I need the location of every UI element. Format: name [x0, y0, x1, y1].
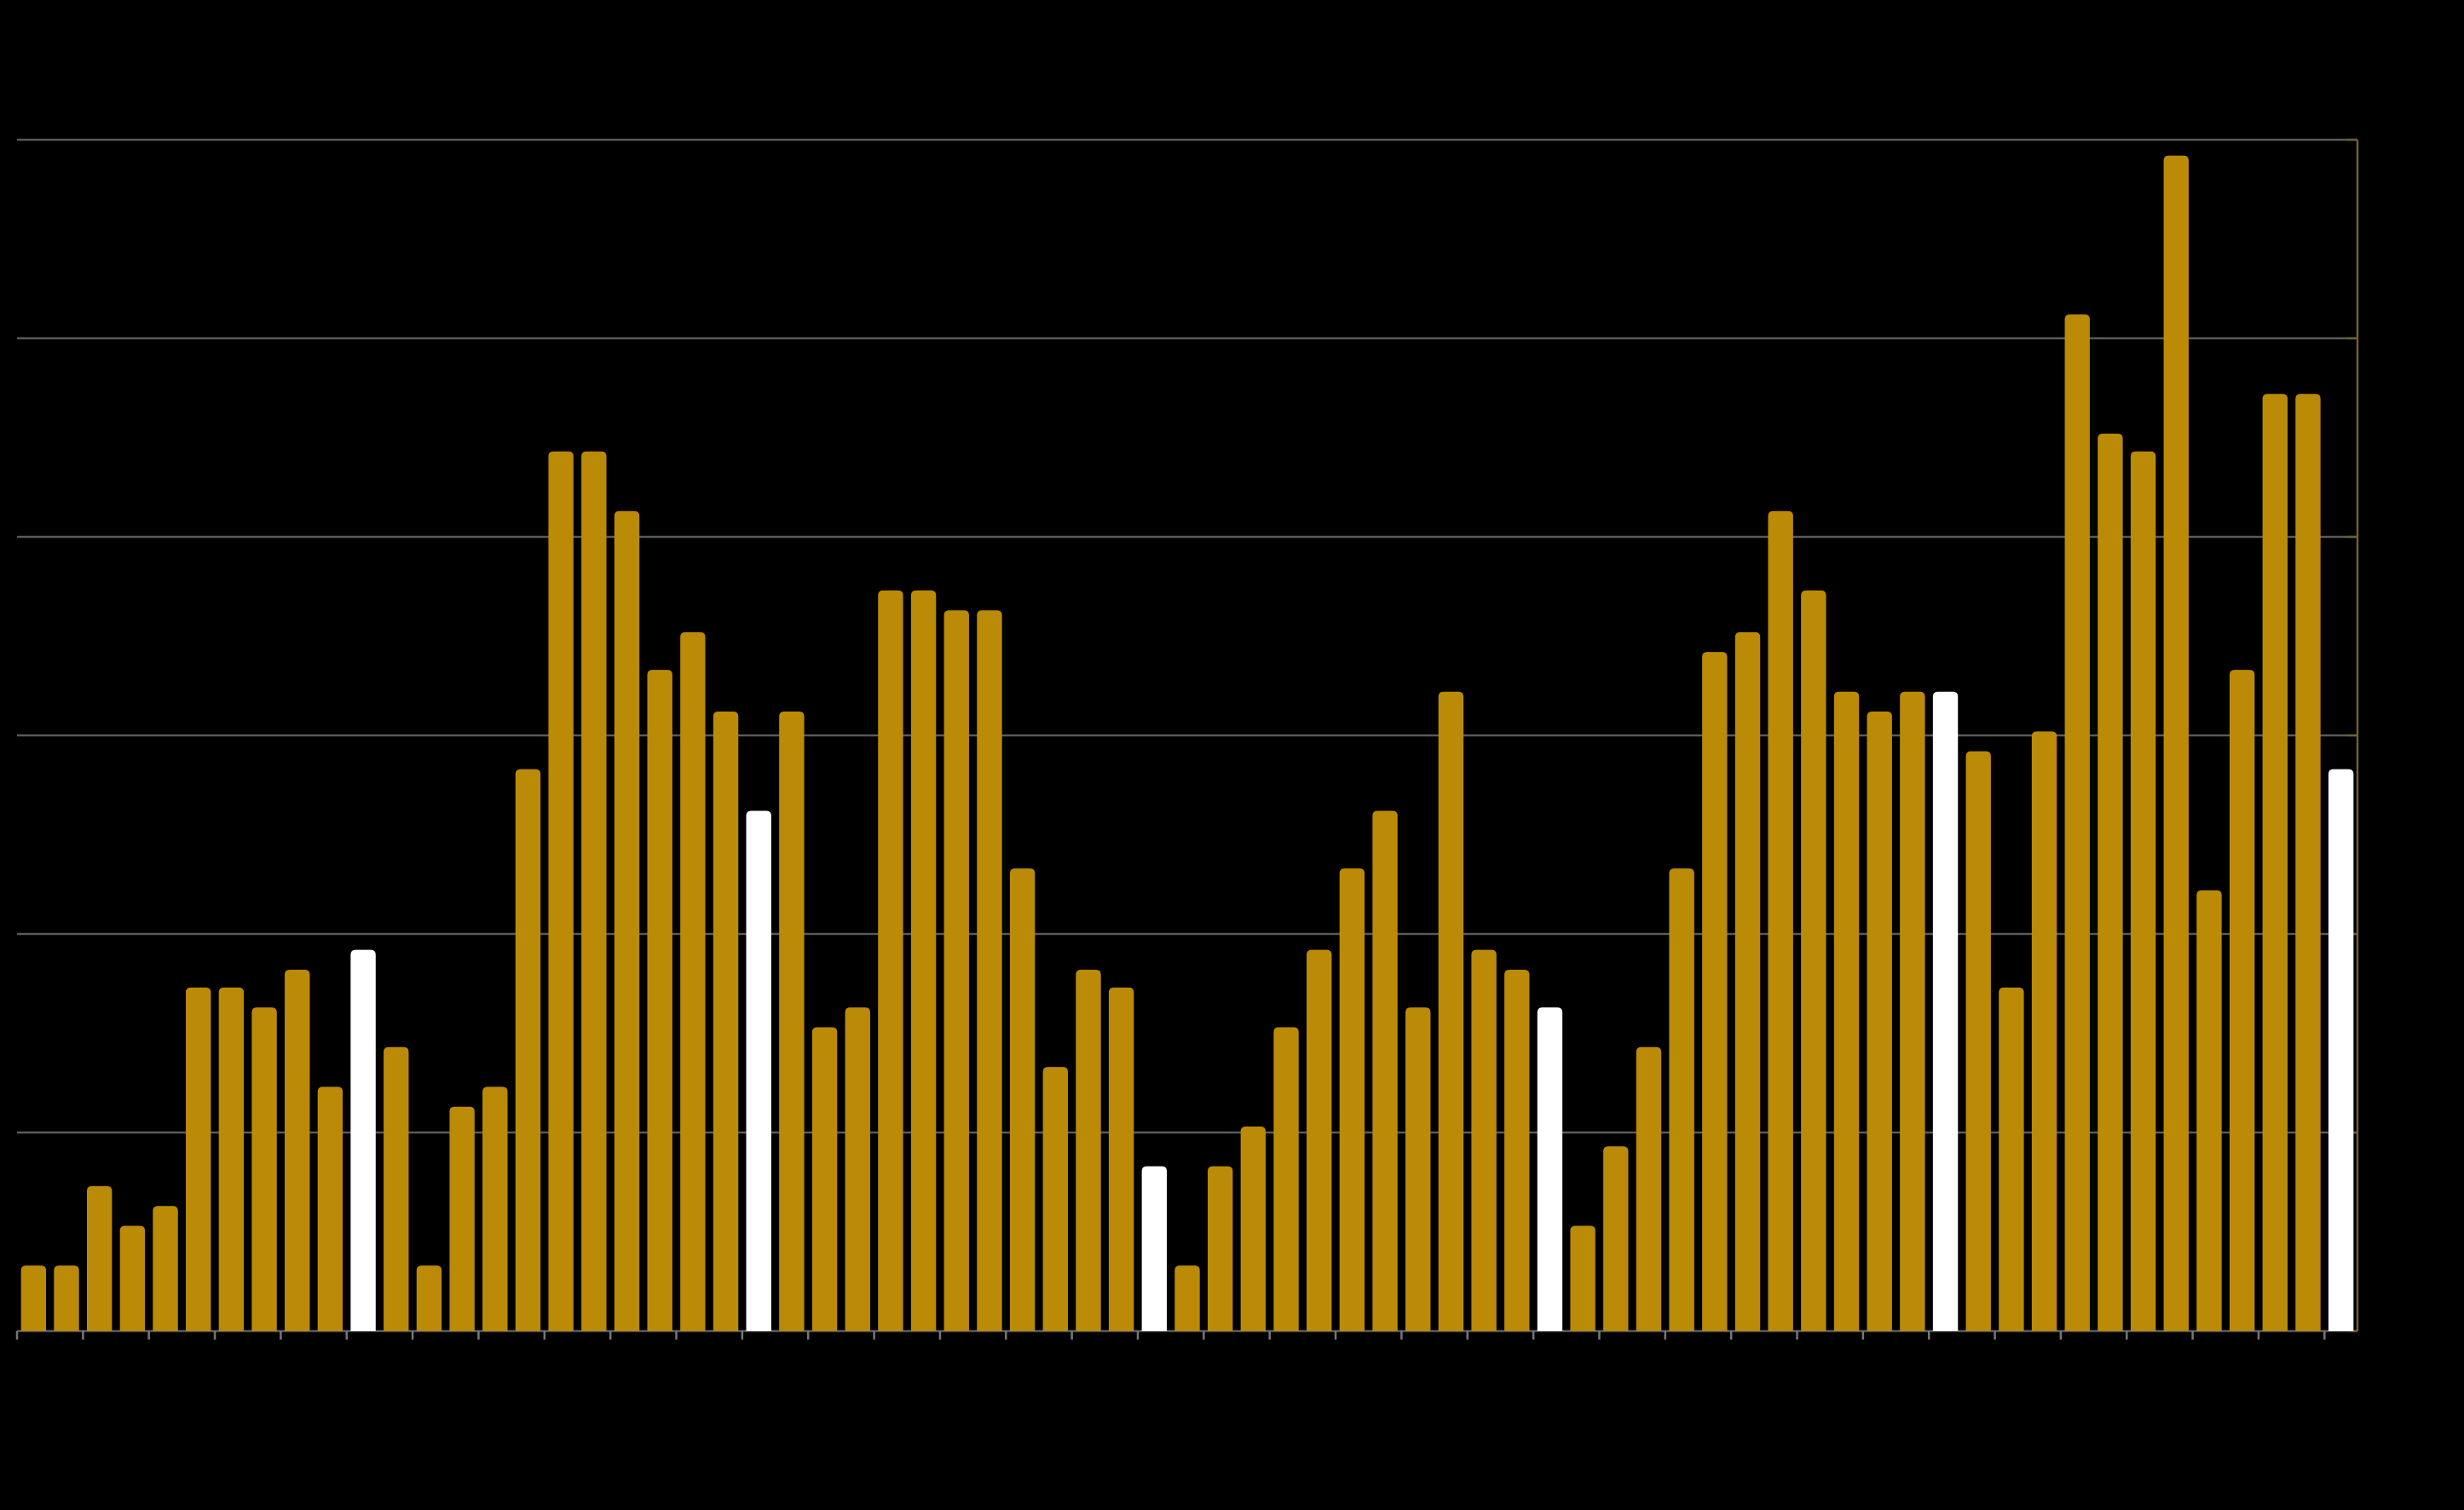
bar: [2229, 670, 2255, 1331]
bar: [1537, 1007, 1563, 1331]
bar: [1009, 868, 1036, 1331]
bar: [2196, 890, 2222, 1331]
bar: [153, 1206, 178, 1331]
bar: [548, 451, 574, 1331]
bar: [1833, 691, 1860, 1331]
bar: [317, 1086, 343, 1331]
bar: [218, 987, 245, 1331]
bar: [1174, 1265, 1200, 1331]
bar: [2295, 394, 2321, 1331]
bar: [1141, 1166, 1168, 1331]
bar: [581, 451, 607, 1331]
bar: [1900, 691, 1925, 1331]
bar: [1339, 868, 1365, 1331]
bar: [186, 987, 211, 1331]
bar: [1768, 510, 1793, 1331]
bar: [1405, 1007, 1431, 1331]
bar: [1669, 868, 1694, 1331]
bar: [1867, 712, 1892, 1331]
bar: [2031, 731, 2057, 1331]
bar: [1636, 1046, 1662, 1331]
bar: [2328, 769, 2354, 1331]
bar: [746, 810, 771, 1331]
bar: [350, 949, 376, 1331]
bar: [449, 1106, 475, 1331]
bar: [20, 1265, 47, 1331]
bar: [1108, 987, 1134, 1331]
bar: [2163, 155, 2189, 1331]
bar: [285, 969, 310, 1331]
bar: [1076, 969, 1101, 1331]
bar: [779, 712, 805, 1331]
bar: [2130, 451, 2156, 1331]
bar: [2098, 433, 2123, 1332]
bar: [811, 1027, 838, 1331]
bar: [1240, 1127, 1267, 1331]
bar: [1570, 1225, 1596, 1331]
bar: [119, 1225, 146, 1331]
bar: [845, 1007, 870, 1331]
bar: [1372, 810, 1398, 1331]
bar: [647, 670, 672, 1331]
bar: [384, 1046, 409, 1331]
bar: [1042, 1067, 1068, 1331]
bar: [2262, 394, 2288, 1331]
bar: [1999, 987, 2024, 1331]
bar: [1965, 751, 1991, 1331]
bar: [1801, 590, 1826, 1331]
bar: [1702, 652, 1728, 1331]
bar: [1307, 949, 1332, 1331]
bar: [416, 1265, 442, 1331]
bar: [54, 1265, 79, 1331]
bar: [878, 590, 903, 1331]
bar: [1438, 691, 1464, 1331]
bar: [977, 610, 1002, 1331]
bar: [680, 631, 706, 1331]
bar: [86, 1185, 113, 1331]
bar: [1603, 1146, 1629, 1331]
bar: [515, 769, 541, 1331]
bar: [1273, 1027, 1299, 1331]
bar: [1207, 1166, 1233, 1331]
bar: [251, 1007, 277, 1331]
bar: [614, 510, 640, 1331]
bar: [713, 712, 739, 1331]
bar: [910, 590, 937, 1331]
bar: [482, 1086, 508, 1331]
bar: [2064, 314, 2090, 1331]
bar: [1504, 969, 1530, 1331]
bar: [943, 610, 969, 1331]
bar: [1471, 949, 1497, 1331]
bar: [1734, 631, 1761, 1331]
bar: [1932, 691, 1959, 1331]
